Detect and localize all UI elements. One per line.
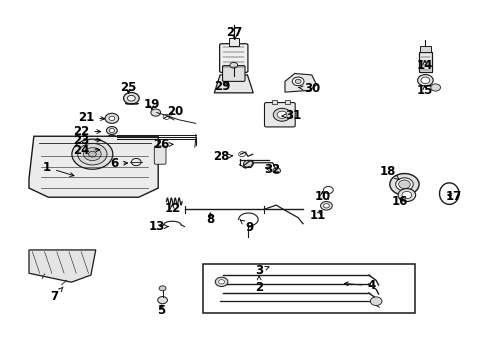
Text: 4: 4 [344, 279, 375, 292]
Bar [419, 46, 430, 51]
FancyBboxPatch shape [222, 66, 244, 81]
Circle shape [320, 202, 331, 210]
Text: 13: 13 [148, 220, 168, 233]
Circle shape [272, 168, 280, 174]
Circle shape [397, 189, 415, 202]
Circle shape [292, 77, 304, 86]
Text: 7: 7 [50, 287, 63, 303]
Text: 2: 2 [255, 275, 263, 294]
Circle shape [106, 127, 117, 134]
Text: 3: 3 [255, 264, 268, 277]
Circle shape [420, 77, 429, 84]
Bar [228, 38, 238, 46]
Text: 27: 27 [226, 27, 243, 40]
Polygon shape [29, 136, 158, 197]
Text: 5: 5 [157, 305, 165, 318]
Text: 23: 23 [73, 134, 101, 147]
Bar [285, 100, 289, 104]
Circle shape [78, 143, 107, 165]
Text: 25: 25 [120, 81, 136, 94]
Polygon shape [214, 75, 253, 93]
FancyBboxPatch shape [154, 146, 165, 164]
Circle shape [323, 204, 329, 208]
Circle shape [123, 93, 139, 104]
FancyBboxPatch shape [264, 103, 295, 127]
Circle shape [277, 111, 286, 118]
Circle shape [127, 95, 135, 101]
Bar [203, 264, 414, 313]
Circle shape [295, 79, 301, 84]
FancyBboxPatch shape [219, 44, 247, 72]
Circle shape [218, 280, 224, 284]
Text: 12: 12 [164, 202, 180, 215]
Circle shape [109, 137, 114, 141]
Text: 28: 28 [212, 150, 232, 163]
Text: 8: 8 [206, 213, 214, 226]
Circle shape [109, 116, 115, 121]
Text: 22: 22 [73, 125, 101, 138]
Text: 18: 18 [379, 165, 399, 180]
Circle shape [109, 129, 114, 132]
Circle shape [430, 84, 440, 91]
Text: 31: 31 [282, 109, 301, 122]
Text: 11: 11 [309, 210, 325, 222]
Circle shape [151, 109, 160, 116]
Text: 20: 20 [167, 105, 183, 118]
Circle shape [88, 151, 96, 157]
Circle shape [72, 139, 113, 169]
Circle shape [369, 297, 381, 306]
Text: 16: 16 [390, 195, 407, 208]
Text: 10: 10 [314, 190, 330, 203]
Polygon shape [285, 73, 316, 92]
Circle shape [106, 135, 117, 143]
Text: 26: 26 [153, 138, 173, 151]
Circle shape [273, 108, 290, 121]
Bar [272, 100, 277, 104]
Circle shape [243, 160, 253, 167]
Circle shape [389, 174, 418, 195]
Circle shape [401, 192, 411, 199]
Text: 6: 6 [110, 157, 127, 170]
Text: 30: 30 [298, 82, 320, 95]
Text: 1: 1 [43, 161, 74, 176]
Circle shape [107, 144, 117, 151]
Text: 24: 24 [73, 144, 100, 157]
Text: 32: 32 [264, 163, 280, 176]
Text: 17: 17 [445, 190, 461, 203]
Bar [418, 51, 431, 72]
Circle shape [215, 277, 227, 287]
Text: 15: 15 [416, 84, 432, 97]
Text: 29: 29 [214, 80, 230, 93]
Circle shape [109, 146, 114, 149]
Circle shape [417, 75, 432, 86]
Circle shape [105, 113, 119, 123]
Circle shape [158, 297, 167, 304]
Circle shape [395, 178, 412, 191]
Text: 19: 19 [143, 98, 160, 111]
Polygon shape [29, 250, 96, 282]
Text: 14: 14 [416, 59, 432, 72]
Circle shape [398, 180, 409, 189]
Circle shape [83, 148, 101, 161]
Circle shape [229, 62, 237, 68]
Text: 9: 9 [240, 220, 253, 234]
Circle shape [159, 286, 165, 291]
Text: 21: 21 [78, 111, 104, 124]
Bar [228, 70, 238, 76]
